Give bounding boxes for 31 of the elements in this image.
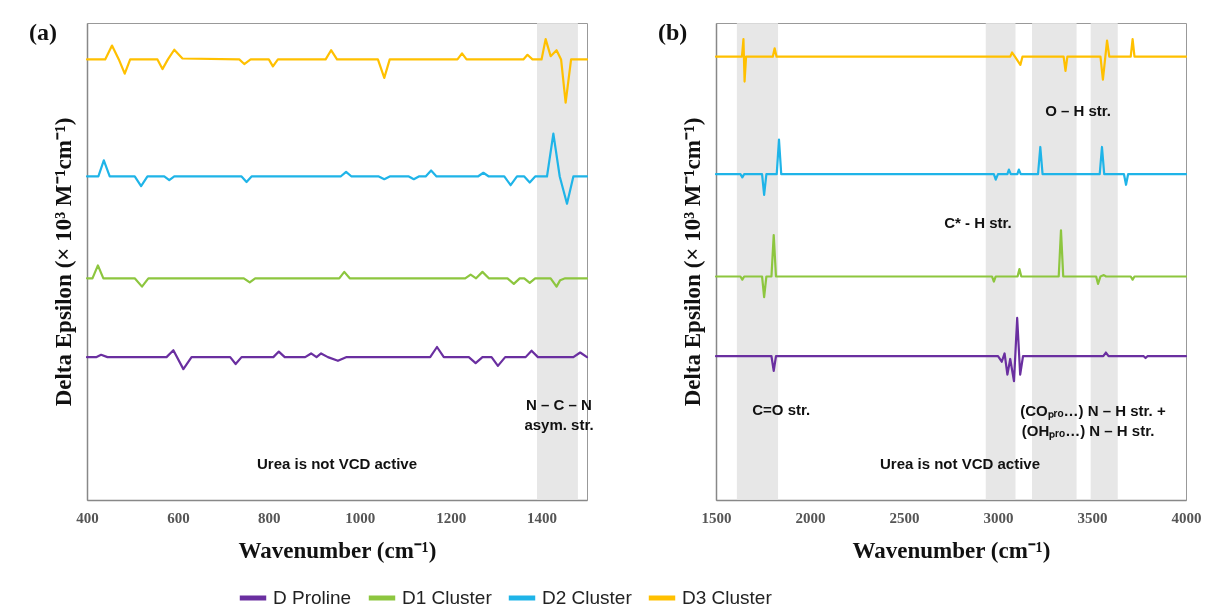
x-tick-label: 400 xyxy=(76,509,99,526)
chart-title: (a) xyxy=(29,19,57,45)
annotation: N – C – N xyxy=(526,396,592,413)
annotation: Urea is not VCD active xyxy=(879,455,1041,472)
annotation: (COₚᵣₒ…) N – H str. + xyxy=(1020,402,1166,421)
x-tick-label: 3500 xyxy=(1077,509,1108,526)
x-tick-label: 600 xyxy=(167,509,190,526)
x-tick-label: 3000 xyxy=(983,509,1014,526)
x-tick-label: 1500 xyxy=(701,509,732,526)
x-tick-label: 1000 xyxy=(345,509,376,526)
annotation: asym. str. xyxy=(524,416,594,433)
x-tick-label: 2500 xyxy=(889,509,920,526)
x-axis-title: Wavenumber (cm⁻¹) xyxy=(852,537,1051,563)
x-tick-label: 1400 xyxy=(527,509,558,526)
y-axis-title: Delta Epsilon (× 10³ M⁻¹cm⁻¹) xyxy=(50,117,76,407)
x-tick-label: 2000 xyxy=(795,509,826,526)
x-tick-label: 800 xyxy=(258,509,281,526)
legend-label: D Proline xyxy=(273,587,352,608)
annotation: C=O str. xyxy=(752,401,811,419)
annotation: C* - H str. xyxy=(944,214,1012,231)
chart-title: (b) xyxy=(658,19,688,45)
x-axis-title: Wavenumber (cm⁻¹) xyxy=(238,537,437,563)
annotation: O – H str. xyxy=(1045,102,1112,120)
annotation: Urea is not VCD active xyxy=(256,455,418,472)
legend-label: D1 Cluster xyxy=(402,587,493,608)
legend-label: D3 Cluster xyxy=(682,587,773,608)
x-tick-label: 4000 xyxy=(1171,509,1202,526)
y-axis-title: Delta Epsilon (× 10³ M⁻¹cm⁻¹) xyxy=(679,117,705,407)
annotation: (OHₚᵣₒ…) N – H str. xyxy=(1021,421,1155,440)
legend-label: D2 Cluster xyxy=(542,587,633,608)
x-tick-label: 1200 xyxy=(436,509,467,526)
